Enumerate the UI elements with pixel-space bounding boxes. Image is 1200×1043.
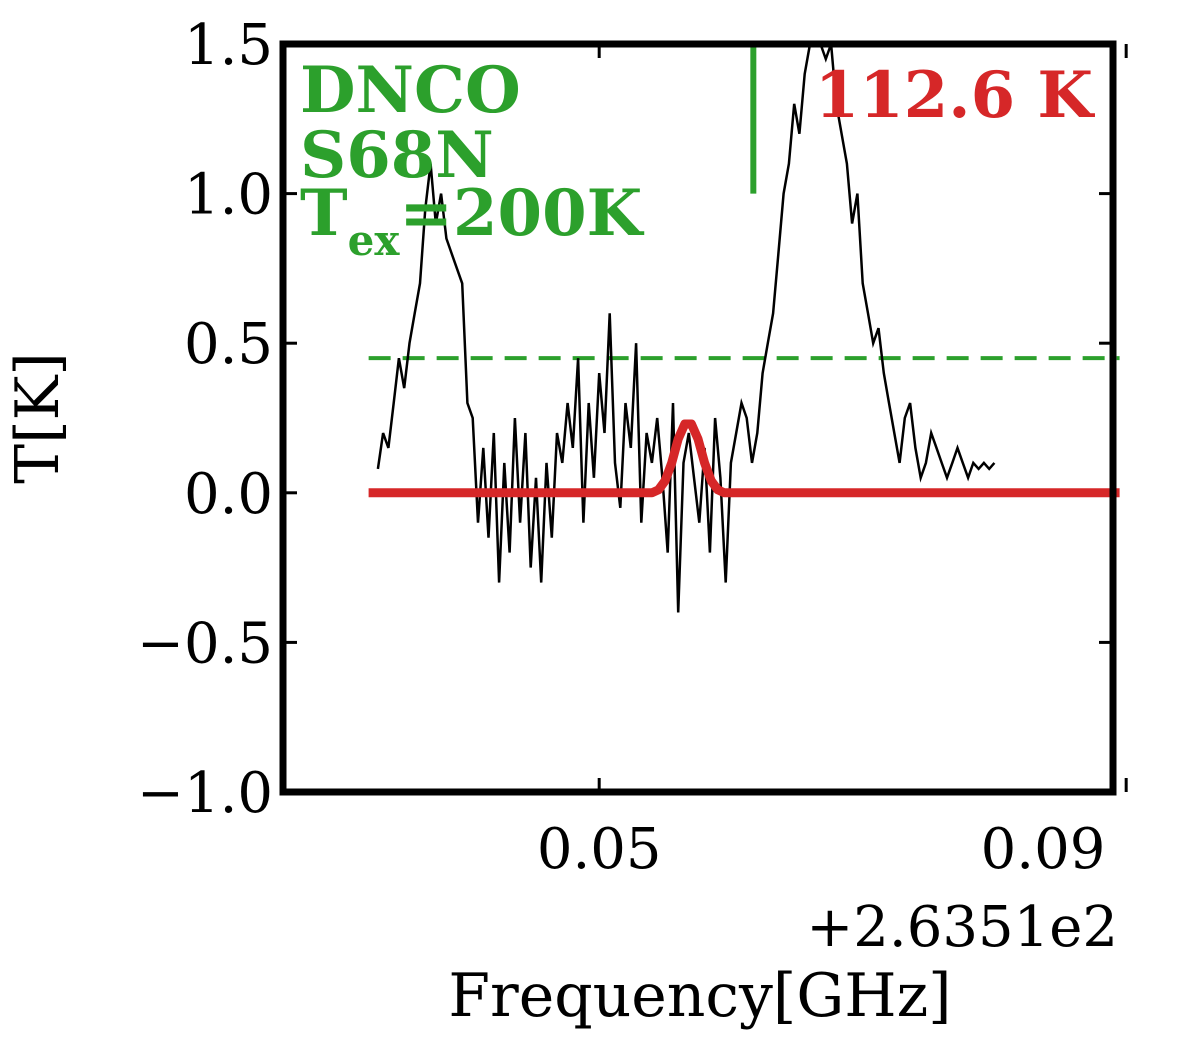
y-tick-label: 0.5 [184,312,273,377]
x-tick-label: 0.05 [537,817,662,882]
y-tick-label: −1.0 [137,761,273,826]
plot-frame [279,40,1117,796]
y-tick-label: 0.0 [184,462,273,527]
y-tick-label: −0.5 [137,611,273,676]
y-axis-label: T[K] [3,352,73,484]
molecule-label: DNCO [300,53,521,128]
y-tick-label: 1.5 [184,13,273,78]
tex-subscript: ex [348,216,401,265]
x-axis-label: Frequency[GHz] [448,961,951,1031]
tex-symbol: T [300,176,348,251]
y-tick-label: 1.0 [184,163,273,228]
axis-ticks: 1.5 1.0 0.5 0.0 −0.5 −1.0 0.05 0.09 [137,13,1128,882]
observed-spectrum-line [376,42,996,613]
x-offset-label: +2.6351e2 [806,895,1118,960]
model-fit-line [368,419,1120,498]
plot-area [368,42,1120,613]
tex-label: Tex=200K [300,176,645,265]
fit-temperature-label: 112.6 K [815,58,1096,133]
x-tick-label: 0.09 [981,817,1106,882]
tex-value: =200K [399,176,644,251]
source-label: S68N [300,118,494,193]
